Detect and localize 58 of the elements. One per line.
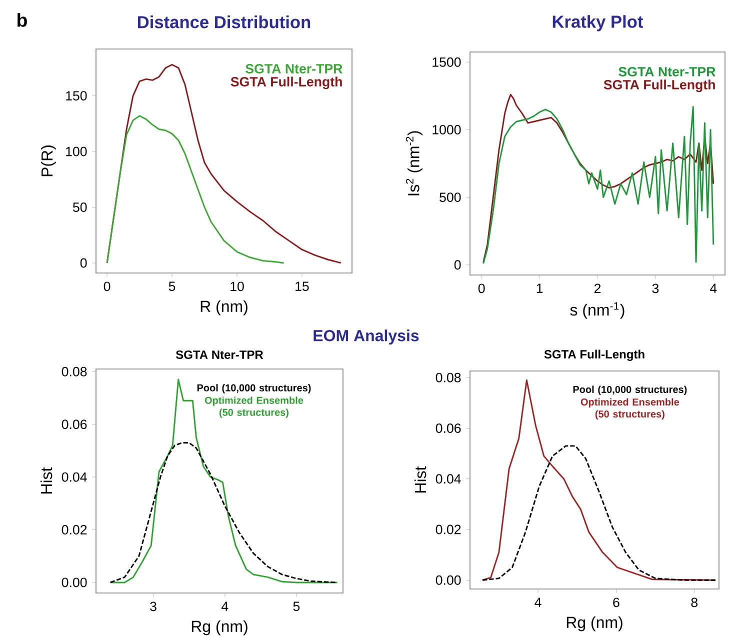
line-series (110, 442, 337, 584)
series-label: Optimized Ensemble (50 structures) (204, 396, 304, 418)
y-tick-label: 0.02 (62, 525, 87, 534)
x-tick-label: 3 (652, 284, 659, 294)
x-tick-label: 10 (230, 282, 244, 292)
x-tick-label: 8 (691, 598, 698, 608)
y-tick-label: 0.02 (436, 524, 461, 534)
y-tick-label: 1500 (432, 57, 461, 67)
y-tick-label: 50 (73, 202, 87, 212)
y-tick-label: 0.06 (436, 424, 461, 433)
x-tick-label: 4 (534, 598, 542, 607)
y-tick-label: 0 (454, 260, 461, 270)
x-tick-label: 6 (613, 598, 620, 608)
y-tick-label: 0.00 (436, 575, 461, 585)
chart-title: Kratky Plot (552, 15, 644, 32)
line-series (482, 445, 716, 581)
y-tick-label: 0.04 (436, 474, 461, 484)
y-axis-title: Hist (414, 466, 426, 492)
y-tick-label: 0.00 (62, 578, 87, 588)
line-series (110, 378, 338, 584)
y-tick-label: 100 (66, 146, 87, 156)
text: EOM Analysis (314, 330, 419, 344)
x-tick-label: 5 (293, 602, 300, 612)
x-tick-label: 2 (594, 284, 601, 294)
y-tick-label: 0.04 (62, 472, 87, 482)
y-tick-label: 0 (80, 258, 87, 268)
y-tick-label: 0.06 (62, 420, 87, 430)
x-tick-label: 15 (296, 282, 309, 292)
x-tick-label: 3 (150, 602, 156, 612)
text: SGTA Full-Length (230, 76, 342, 90)
y-tick-label: 0.08 (62, 366, 87, 376)
y-axis-title: Hist (40, 467, 52, 494)
text: SGTA Nter-TPR (246, 64, 342, 74)
x-axis-title: Rg (nm) (192, 620, 248, 636)
text: Pool (10,000 structures) (573, 386, 687, 395)
y-axis-title: P(R) (40, 146, 56, 176)
x-axis-title: R (nm) (200, 300, 248, 316)
y-tick-label: 0.08 (436, 372, 461, 382)
x-axis-title: s (nm$^{-1}$) (570, 302, 624, 319)
x-tick-label: 0 (478, 284, 485, 294)
x-tick-label: 5 (168, 282, 176, 292)
y-axis-title: Is$^{2}$ (nm$^{-2}$) (406, 131, 422, 196)
x-axis-title: Rg (nm) (566, 616, 622, 632)
chart-title: SGTA Full-Length (544, 350, 644, 361)
x-tick-label: 0 (104, 282, 110, 292)
y-tick-label: 500 (440, 192, 461, 202)
text: SGTA Full-Length (604, 80, 715, 92)
x-tick-label: 4 (221, 602, 228, 611)
y-tick-label: 150 (66, 91, 87, 101)
x-tick-label: 4 (710, 284, 717, 293)
y-tick-label: 1000 (432, 124, 461, 134)
x-tick-label: 1 (536, 284, 543, 293)
text: b (18, 13, 27, 27)
chart-title: SGTA Nter-TPR (176, 350, 264, 359)
text: SGTA Nter-TPR (618, 66, 716, 76)
chart-title: Distance Distribution (138, 16, 310, 28)
text: Pool (10,000 structures) (197, 384, 311, 394)
text: Optimized Ensemble (50 structures) (580, 398, 680, 420)
